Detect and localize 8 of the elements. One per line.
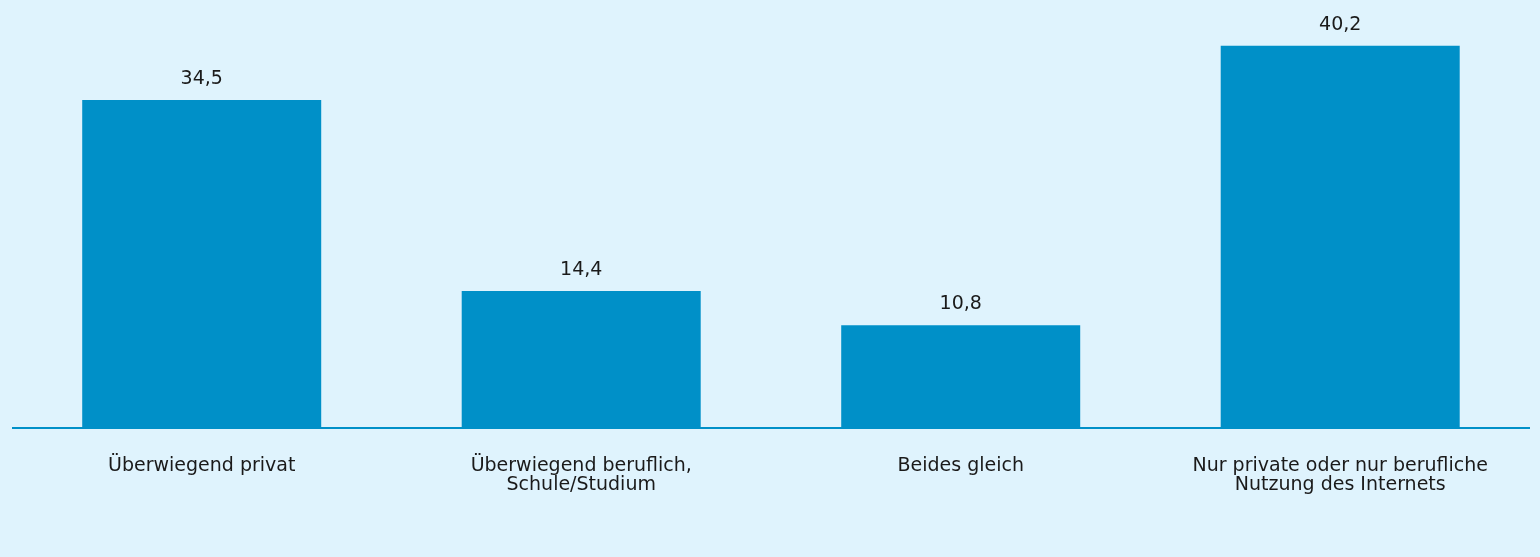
data-label: 40,2 (1319, 11, 1362, 34)
data-label: 34,5 (180, 66, 223, 89)
x-tick-label: Überwiegend privat (108, 453, 296, 476)
data-label: 14,4 (560, 257, 603, 280)
x-tick-label: Überwiegend beruflich, Schule/Studium (470, 453, 692, 495)
data-label: 10,8 (939, 291, 982, 314)
x-tick-label: Nur private oder nur berufliche Nutzung des Internets (1192, 453, 1489, 495)
x-tick-label: Beides gleich (897, 453, 1024, 476)
